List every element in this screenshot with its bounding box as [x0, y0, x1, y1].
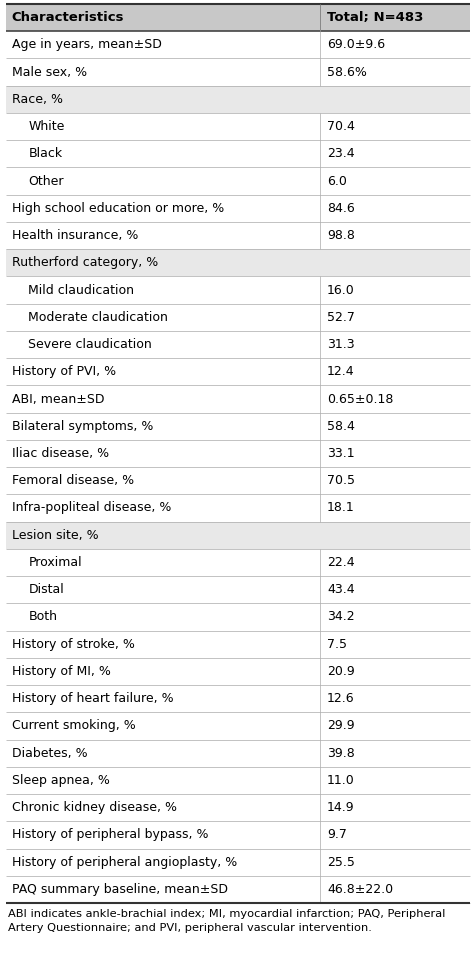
Text: History of PVI, %: History of PVI, %	[12, 365, 116, 378]
Bar	[6, 603, 470, 631]
Bar	[6, 249, 470, 276]
Bar	[6, 386, 470, 412]
Text: 43.4: 43.4	[327, 583, 355, 596]
Bar	[6, 576, 470, 603]
Text: Mild claudication: Mild claudication	[28, 284, 134, 296]
Text: Current smoking, %: Current smoking, %	[12, 719, 136, 733]
Text: 58.4: 58.4	[327, 420, 355, 433]
Text: Infra-popliteal disease, %: Infra-popliteal disease, %	[12, 502, 171, 514]
Text: Race, %: Race, %	[12, 93, 63, 105]
Text: Proximal: Proximal	[28, 556, 82, 569]
Bar	[6, 168, 470, 195]
Text: Sleep apnea, %: Sleep apnea, %	[12, 774, 109, 787]
Text: 34.2: 34.2	[327, 611, 355, 623]
Bar	[6, 685, 470, 713]
Text: 58.6%: 58.6%	[327, 65, 367, 79]
Bar	[6, 331, 470, 358]
Text: Iliac disease, %: Iliac disease, %	[12, 447, 109, 460]
Text: 33.1: 33.1	[327, 447, 355, 460]
Text: 12.4: 12.4	[327, 365, 355, 378]
Bar	[6, 140, 470, 168]
Text: 52.7: 52.7	[327, 311, 355, 324]
Bar	[6, 467, 470, 494]
Text: 9.7: 9.7	[327, 829, 347, 841]
Bar	[6, 713, 470, 739]
Bar	[6, 658, 470, 685]
Text: White: White	[28, 120, 64, 133]
Text: Characteristics: Characteristics	[12, 12, 124, 24]
Text: 70.4: 70.4	[327, 120, 355, 133]
Text: Distal: Distal	[28, 583, 64, 596]
Text: Chronic kidney disease, %: Chronic kidney disease, %	[12, 801, 177, 814]
Text: Age in years, mean±SD: Age in years, mean±SD	[12, 38, 162, 52]
Text: Both: Both	[28, 611, 57, 623]
Bar	[6, 58, 470, 85]
Text: Lesion site, %: Lesion site, %	[12, 528, 98, 542]
Bar	[6, 794, 470, 821]
Text: Other: Other	[28, 175, 64, 188]
Text: History of stroke, %: History of stroke, %	[12, 638, 135, 651]
Text: 22.4: 22.4	[327, 556, 355, 569]
Bar	[6, 358, 470, 386]
Text: 98.8: 98.8	[327, 229, 355, 242]
Bar	[6, 849, 470, 876]
Text: 14.9: 14.9	[327, 801, 355, 814]
Text: 31.3: 31.3	[327, 338, 355, 351]
Text: 69.0±9.6: 69.0±9.6	[327, 38, 385, 52]
Bar	[6, 549, 470, 576]
Text: 46.8±22.0: 46.8±22.0	[327, 883, 393, 896]
Bar	[6, 739, 470, 767]
Text: 6.0: 6.0	[327, 175, 347, 188]
Text: History of heart failure, %: History of heart failure, %	[12, 692, 173, 705]
Text: Bilateral symptoms, %: Bilateral symptoms, %	[12, 420, 153, 433]
Text: 7.5: 7.5	[327, 638, 347, 651]
Bar	[6, 276, 470, 304]
Text: 0.65±0.18: 0.65±0.18	[327, 392, 393, 406]
Text: Black: Black	[28, 148, 63, 160]
Bar	[6, 494, 470, 522]
Text: 18.1: 18.1	[327, 502, 355, 514]
Text: 11.0: 11.0	[327, 774, 355, 787]
Bar	[6, 876, 470, 903]
Text: PAQ summary baseline, mean±SD: PAQ summary baseline, mean±SD	[12, 883, 228, 896]
Text: 16.0: 16.0	[327, 284, 355, 296]
Text: History of MI, %: History of MI, %	[12, 665, 110, 678]
Text: 39.8: 39.8	[327, 747, 355, 760]
Text: 70.5: 70.5	[327, 475, 355, 487]
Bar	[6, 767, 470, 794]
Bar	[6, 631, 470, 658]
Bar	[6, 85, 470, 113]
Text: History of peripheral bypass, %: History of peripheral bypass, %	[12, 829, 208, 841]
Bar	[6, 4, 470, 32]
Bar	[6, 412, 470, 440]
Text: ABI, mean±SD: ABI, mean±SD	[12, 392, 104, 406]
Bar	[6, 195, 470, 222]
Bar	[6, 113, 470, 140]
Text: Femoral disease, %: Femoral disease, %	[12, 475, 134, 487]
Text: 29.9: 29.9	[327, 719, 355, 733]
Text: 23.4: 23.4	[327, 148, 355, 160]
Text: ABI indicates ankle-brachial index; MI, myocardial infarction; PAQ, Peripheral
A: ABI indicates ankle-brachial index; MI, …	[9, 909, 446, 933]
Bar	[6, 522, 470, 549]
Bar	[6, 304, 470, 331]
Text: Severe claudication: Severe claudication	[28, 338, 152, 351]
Text: Total; N=483: Total; N=483	[327, 12, 423, 24]
Text: Diabetes, %: Diabetes, %	[12, 747, 87, 760]
Text: Male sex, %: Male sex, %	[12, 65, 87, 79]
Bar	[6, 32, 470, 58]
Bar	[6, 440, 470, 467]
Bar	[6, 821, 470, 849]
Text: History of peripheral angioplasty, %: History of peripheral angioplasty, %	[12, 855, 237, 869]
Bar	[6, 222, 470, 249]
Text: Rutherford category, %: Rutherford category, %	[12, 256, 158, 269]
Text: Health insurance, %: Health insurance, %	[12, 229, 138, 242]
Text: High school education or more, %: High school education or more, %	[12, 201, 224, 215]
Text: 12.6: 12.6	[327, 692, 355, 705]
Text: Moderate claudication: Moderate claudication	[28, 311, 168, 324]
Text: 20.9: 20.9	[327, 665, 355, 678]
Text: 84.6: 84.6	[327, 201, 355, 215]
Text: 25.5: 25.5	[327, 855, 355, 869]
